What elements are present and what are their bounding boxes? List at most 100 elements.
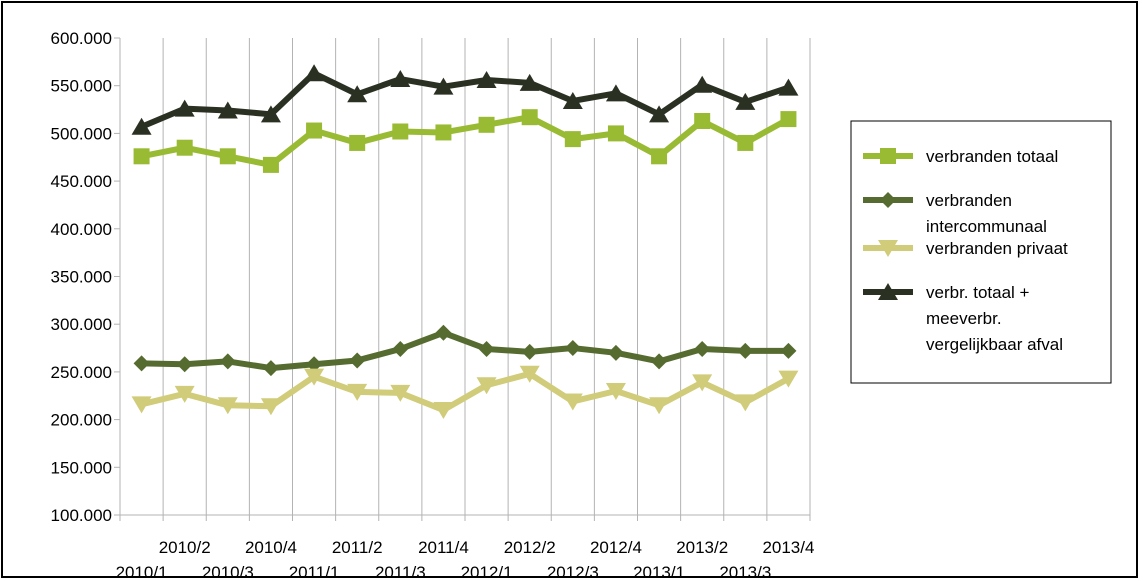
y-tick-label: 200.000 [51,411,112,430]
x-tick-label: 2013/2 [676,538,728,557]
y-tick-label: 550.000 [51,77,112,96]
series-3-marker [878,283,898,300]
y-tick-label: 100.000 [51,506,112,525]
series-3-marker [649,105,670,123]
legend-label: verbranden [926,191,1012,210]
series-0-marker [651,148,668,165]
series-3-marker [476,70,497,88]
series-0-line [140,114,790,168]
x-tick-label: 2013/4 [762,538,814,557]
y-tick-label: 500.000 [51,124,112,143]
y-tick-label: 600.000 [51,29,112,48]
y-tick-label: 400.000 [51,220,112,239]
series-2-marker [217,397,238,415]
x-tick-label: 2012/2 [504,538,556,557]
series-2-marker [735,394,756,412]
series-1-marker [262,360,279,377]
series-1-marker [737,342,754,359]
series-1-marker [780,342,797,359]
x-tick-label: 2012/3 [547,563,599,581]
series-1-marker [478,341,495,358]
series-1-marker [306,356,323,373]
x-tick-label: 2011/2 [332,538,383,557]
series-3-marker [692,75,713,93]
series-1-marker [607,344,624,361]
series-0-marker [607,125,624,142]
series-0-marker [521,109,538,126]
series-3-line [140,70,790,130]
series-1-marker [219,353,236,370]
series-0-marker [880,148,896,164]
legend-label: verbranden privaat [926,239,1068,258]
y-tick-label: 450.000 [51,172,112,191]
series-2-marker [390,384,411,402]
series-2-marker [260,398,281,416]
series-0-marker [694,112,711,129]
series-0-marker [737,134,754,151]
series-1-marker [880,192,896,208]
series-1-marker [176,356,193,373]
x-tick-label: 2012/4 [590,538,642,557]
series-0-marker [262,156,279,173]
y-tick-label: 150.000 [51,458,112,477]
series-0-marker [435,124,452,141]
series-1-marker [392,341,409,358]
series-3-marker [562,91,583,109]
series-0-marker [219,148,236,165]
series-3-marker [390,70,411,88]
x-tick-label: 2012/1 [461,563,513,581]
y-tick-label: 300.000 [51,315,112,334]
series-1-marker [133,355,150,372]
y-tick-label: 250.000 [51,363,112,382]
series-0-marker [392,123,409,140]
legend-label: vergelijkbaar afval [926,335,1063,354]
series-2-marker [304,368,325,386]
series-3-marker [605,84,626,102]
series-0-marker [133,148,150,165]
series-3-marker [260,105,281,123]
series-1-marker [694,341,711,358]
legend-box [850,120,1112,384]
series-3-marker [174,99,195,117]
series-2-marker [519,365,540,383]
series-3-marker [304,64,325,82]
series-0-marker [564,131,581,148]
series-2-marker [878,240,898,257]
series-2-marker [649,397,670,415]
series-3-marker [347,85,368,103]
series-2-marker [347,383,368,401]
legend-label: meeverbr. [926,309,1002,328]
series-0-marker [478,116,495,133]
x-tick-label: 2013/1 [633,563,685,581]
series-1-marker [435,324,452,341]
series-3-marker [131,117,152,135]
series-2-marker [476,377,497,395]
series-0-marker [349,134,366,151]
series-2-marker [562,393,583,411]
series-3-marker [519,73,540,91]
series-1-line [141,329,789,372]
series-2-marker [692,374,713,392]
series-0-marker [306,122,323,139]
x-tick-label: 2010/2 [159,538,211,557]
x-tick-label: 2011/4 [418,538,469,557]
series-1-marker [349,352,366,369]
series-2-marker [433,402,454,420]
y-tick-label: 350.000 [51,268,112,287]
series-3-marker [217,101,238,119]
series-1-marker [521,343,538,360]
series-2-marker [605,382,626,400]
x-tick-label: 2013/3 [719,563,771,581]
x-tick-label: 2010/4 [245,538,297,557]
series-0-marker [780,111,797,128]
series-2-marker [174,385,195,403]
series-2-marker [131,396,152,414]
x-tick-label: 2011/1 [289,563,340,581]
x-tick-label: 2010/3 [202,563,254,581]
legend-label: verbr. totaal + [926,283,1030,302]
series-2-line [140,370,790,414]
series-3-marker [433,77,454,95]
series-3-marker [735,92,756,110]
x-tick-label: 2010/1 [116,563,168,581]
